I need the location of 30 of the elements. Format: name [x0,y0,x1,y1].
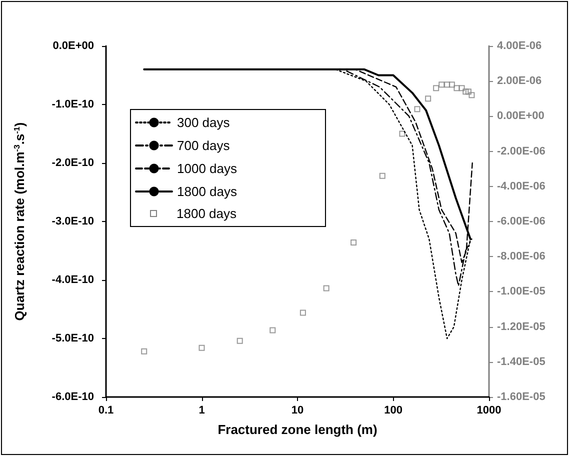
x-tick-label: 1 [198,404,205,416]
y-tick-label: -3.0E-10 [52,216,94,228]
y2-tick-label: -8.00E-06 [497,250,546,263]
y2-tick-label: -1.20E-05 [497,320,546,333]
y2-tick-label: 4.00E-06 [497,40,542,52]
x-axis-title: Fractured zone length (m) [218,422,378,437]
x-tick-label: 10 [291,404,304,416]
y-tick-label: -2.0E-10 [52,157,94,169]
y2-tick-label: -6.00E-06 [497,216,546,228]
y2-tick-label: 2.00E-06 [497,75,542,88]
y2-tick-label: -4.00E-06 [497,180,546,192]
y-tick-label: -5.0E-10 [52,332,94,344]
y-axis-title: Quartz reaction rate (mol.m-3.s-1) [12,122,27,321]
x-tick-label: 100 [384,404,402,416]
y-tick-label: -1.0E-10 [52,98,94,110]
legend-label: 1000 days [177,161,238,176]
y2-tick-label: -2.00E-06 [497,145,546,158]
y2-tick-label: 0.00E+00 [497,110,544,122]
legend-label: 1800 days [176,206,237,221]
legend-label: 700 days [177,138,230,153]
y2-tick-label: -1.40E-05 [497,356,546,368]
y2-tick-label: -1.00E-05 [497,286,546,298]
y-tick-label: -4.0E-10 [52,274,94,286]
legend-label: 1800 days [177,184,238,199]
y-tick-label: 0.0E+00 [52,40,94,52]
x-tick-label: 1000 [476,404,502,416]
y-tick-label: -6.0E-10 [52,391,94,403]
y2-tick-label: -1.60E-05 [497,391,546,403]
x-tick-label: 0.1 [98,404,114,416]
legend-label: 300 days [177,115,230,130]
